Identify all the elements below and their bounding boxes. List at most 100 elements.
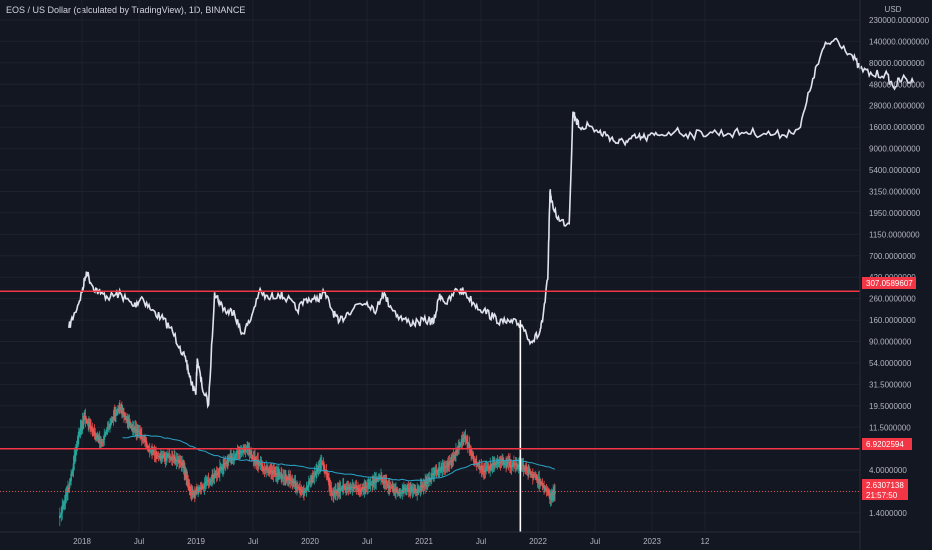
candle-body: [325, 471, 328, 473]
candle-body: [506, 462, 508, 466]
candle-body: [307, 486, 309, 488]
candle-body: [189, 487, 191, 492]
candle-body: [200, 486, 203, 490]
candle-body: [329, 487, 332, 489]
candle-body: [372, 479, 375, 484]
candle-body: [497, 463, 499, 465]
candle-body: [534, 474, 537, 477]
candle-body: [488, 468, 491, 470]
x-tick-label: Jul: [362, 537, 372, 546]
candle-body: [498, 461, 501, 463]
candle-body: [223, 462, 225, 467]
candle-body: [71, 469, 74, 475]
candle-body: [421, 485, 423, 488]
candle-body: [430, 473, 433, 479]
candle-body: [406, 487, 408, 490]
candle-body: [202, 486, 204, 488]
candle-body: [224, 462, 227, 465]
candle-body: [344, 487, 347, 490]
candle-body: [487, 467, 490, 469]
candle-body: [178, 460, 181, 464]
candle-body: [238, 453, 240, 455]
candle-body: [139, 432, 142, 434]
candle-body: [158, 455, 161, 457]
candle-body: [392, 485, 394, 489]
candle-body: [109, 422, 112, 425]
candle-body: [267, 469, 270, 474]
y-tick-label: 11.5000000: [869, 423, 911, 432]
candle-body: [491, 463, 494, 467]
candle-body: [402, 488, 404, 490]
candle-body: [226, 461, 228, 464]
candle-body: [482, 470, 485, 473]
candle-body: [513, 464, 516, 466]
candle-body: [170, 458, 172, 460]
candle-body: [439, 470, 442, 472]
candle-body: [187, 486, 190, 488]
candle-body: [237, 451, 240, 454]
candle-body: [384, 482, 386, 484]
candle-body: [176, 459, 179, 461]
candle-body: [271, 470, 274, 475]
candle-body: [285, 477, 287, 479]
candle-body: [386, 483, 389, 485]
candle-body: [445, 466, 448, 468]
candle-body: [308, 480, 311, 483]
candle-body: [239, 451, 242, 453]
candle-body: [463, 435, 466, 439]
candle-body: [466, 440, 468, 443]
candle-body: [227, 458, 230, 462]
candle-body: [417, 490, 419, 492]
candle-body: [429, 480, 431, 482]
candle-body: [369, 483, 372, 485]
candle-body: [81, 426, 83, 428]
candle-body: [370, 483, 373, 485]
candle-body: [342, 485, 345, 487]
candle-body: [539, 482, 541, 484]
candle-body: [194, 493, 197, 495]
candle-body: [98, 437, 101, 443]
candle-body: [492, 463, 495, 466]
candle-body: [60, 512, 63, 516]
candle-body: [174, 455, 176, 461]
candle-body: [467, 444, 470, 447]
candle-body: [287, 476, 290, 481]
y-tick-label: 700.0000000: [869, 252, 916, 261]
candle-body: [481, 466, 484, 471]
candle-body: [290, 480, 293, 482]
candle-body: [312, 476, 315, 478]
candle-body: [90, 425, 92, 429]
candle-body: [84, 415, 86, 417]
candle-body: [375, 479, 377, 483]
candle-body: [433, 474, 435, 476]
candle-body: [320, 462, 322, 465]
candle-body: [418, 489, 421, 491]
candle-body: [112, 416, 115, 420]
candle-body: [537, 478, 540, 483]
grid: [0, 0, 860, 532]
candle-body: [468, 444, 471, 449]
candle-body: [319, 464, 321, 468]
candle-body: [182, 465, 185, 469]
candle-body: [63, 501, 66, 504]
candle-body: [89, 424, 92, 426]
time-axis[interactable]: 2018 Jul 2019 Jul 2020 Jul 2021 Jul 2022 Jul 2023 1…: [73, 537, 710, 546]
candle-body: [266, 467, 268, 471]
candle-body: [151, 450, 153, 453]
candle-body: [373, 478, 376, 484]
candle-body: [157, 455, 160, 457]
candle-body: [123, 414, 125, 416]
candle-body: [104, 434, 106, 436]
candle-body: [320, 462, 323, 464]
candle-body: [470, 452, 472, 454]
candle-body: [110, 419, 113, 423]
candle-body: [296, 487, 298, 489]
candle-body: [106, 426, 109, 430]
y-tick-label: 1950.0000000: [869, 209, 921, 218]
candle-body: [292, 482, 294, 484]
candle-body: [538, 478, 541, 484]
candle-body: [221, 469, 224, 471]
candle-body: [233, 457, 236, 459]
candle-body: [240, 451, 243, 453]
